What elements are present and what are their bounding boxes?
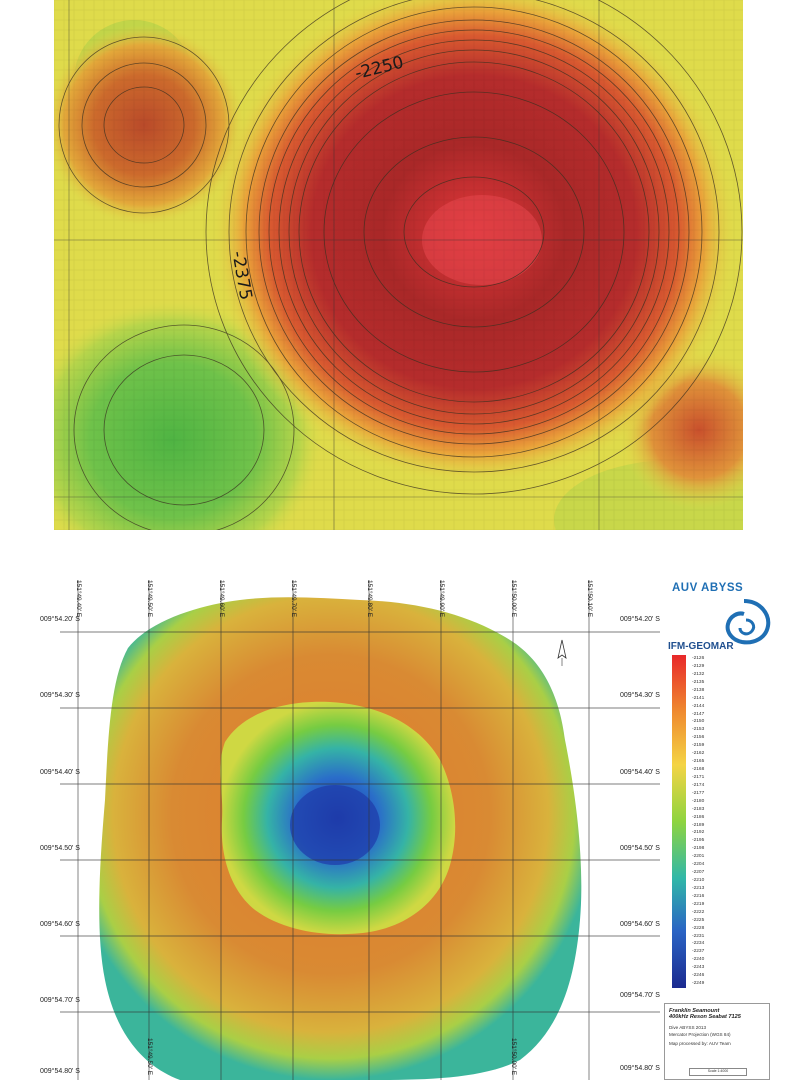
legend-tick-label: -2183 <box>692 806 705 812</box>
legend-tick-label: -2222 <box>692 909 705 915</box>
lat-label-right: 009°54.80' S <box>620 1065 660 1072</box>
bottom-bathymetry-map: 009°54.20' S 009°54.30' S 009°54.40' S 0… <box>0 560 800 1080</box>
lat-label-left: 009°54.60' S <box>40 921 80 928</box>
legend-tick-label: -2198 <box>692 846 705 852</box>
lon-label-top: 151°50.10' E <box>586 580 593 618</box>
legend-tick-label: -2168 <box>692 767 705 772</box>
lon-label-top: 151°50.00' E <box>510 580 517 618</box>
lon-label-top: 151°49.50' E <box>146 580 153 618</box>
info-subtitle: 400kHz Reson Seabat 7125 <box>669 1014 741 1020</box>
scale-bar: Scale 1:4000 <box>689 1068 747 1076</box>
lat-label-left: 009°54.30' S <box>40 692 80 699</box>
legend-tick-label: -2225 <box>692 917 705 923</box>
legend-tick-label: -2249 <box>692 981 705 987</box>
legend-tick-label: -2153 <box>692 727 705 733</box>
lat-label-left: 009°54.70' S <box>40 997 80 1004</box>
bottom-map-svg <box>60 580 660 1080</box>
lat-label-left: 009°54.80' S <box>40 1068 80 1075</box>
ifm-geomar-wordmark: IFM-GEOMAR <box>668 641 734 652</box>
legend-tick-label: -2246 <box>692 973 705 979</box>
legend-tick-label: -2213 <box>692 885 705 891</box>
grid-lines <box>54 0 743 530</box>
legend-tick-label: -2216 <box>692 893 705 899</box>
legend-tick-label: -2204 <box>692 862 705 868</box>
ifm-geomar-swirl-icon <box>725 599 771 645</box>
info-title: Franklin Seamount <box>669 1008 720 1014</box>
lat-label-right: 009°54.20' S <box>620 616 660 623</box>
north-arrow-icon <box>557 639 567 666</box>
legend-tick-label: -2228 <box>692 925 705 931</box>
legend-tick-label: -2144 <box>692 703 705 709</box>
legend-tick-label: -2147 <box>692 711 705 717</box>
auv-abyss-wordmark: AUV ABYSS <box>672 582 744 594</box>
lat-label-right: 009°54.50' S <box>620 845 660 852</box>
lat-label-right: 009°54.60' S <box>620 921 660 928</box>
legend-tick-label: -2231 <box>692 933 705 939</box>
legend-tick-label: -2177 <box>692 790 705 796</box>
lat-label-left: 009°54.40' S <box>40 769 80 776</box>
lat-label-left: 009°54.20' S <box>40 616 80 623</box>
legend-tick-label: -2129 <box>692 663 705 669</box>
legend-tick-label: -2150 <box>692 719 705 725</box>
auv-abyss-logo: AUV ABYSS <box>672 582 776 645</box>
legend-tick-label: -2186 <box>692 814 705 820</box>
legend-tick-label: -2243 <box>692 965 705 971</box>
lon-label-top: 151°49.60' E <box>218 580 225 618</box>
legend-tick-label: -2165 <box>692 759 705 765</box>
legend-tick-label: -2234 <box>692 941 705 947</box>
legend-tick-label: -2207 <box>692 870 705 876</box>
legend-tick-label: -2132 <box>692 671 705 677</box>
legend-tick-label: -2237 <box>692 949 705 955</box>
legend-tick-label: -2180 <box>692 798 705 804</box>
lat-label-right: 009°54.70' S <box>620 992 660 999</box>
legend-tick-label: -2141 <box>692 695 705 701</box>
info-line-projection: Mercator Projection (WGS 84) <box>669 1032 731 1037</box>
lon-label-top: 151°49.80' E <box>366 580 373 618</box>
top-map-svg: -2250 -2375 <box>54 0 743 530</box>
legend-tick-label: -2162 <box>692 751 705 757</box>
legend-tick-label: -2219 <box>692 901 705 907</box>
lat-label-right: 009°54.30' S <box>620 692 660 699</box>
lon-label-bottom: 151°49.50' E <box>146 1038 153 1076</box>
info-line-dive: Dive ABYSS 2013 <box>669 1025 707 1030</box>
legend-tick-label: -2174 <box>692 782 705 788</box>
legend-tick-label: -2159 <box>692 743 705 749</box>
legend-color-bar <box>672 655 686 988</box>
legend-tick-label: -2240 <box>692 957 705 963</box>
legend-tick-label: -2195 <box>692 838 705 844</box>
lat-label-left: 009°54.50' S <box>40 845 80 852</box>
lat-label-right: 009°54.40' S <box>620 769 660 776</box>
lon-label-bottom: 151°50.00' E <box>510 1038 517 1076</box>
lon-label-top: 151°49.40' E <box>75 580 82 618</box>
map-info-box: Franklin Seamount 400kHz Reson Seabat 71… <box>664 1003 770 1080</box>
bottom-grid-lines <box>60 580 660 1080</box>
legend-tick-label: -2126 <box>692 656 705 661</box>
info-line-processed: Map processed by: AUV Team <box>669 1041 731 1046</box>
lon-label-top: 151°49.70' E <box>290 580 297 618</box>
top-bathymetry-map: -2250 -2375 <box>54 0 743 530</box>
depth-legend: -2126 -2129 -2132 -2135 -2138 -2141 -2144 -2147… <box>672 655 752 990</box>
legend-tick-label: -2156 <box>692 735 705 741</box>
legend-tick-label: -2135 <box>692 679 705 685</box>
legend-tick-label: -2138 <box>692 687 705 693</box>
legend-tick-label: -2171 <box>692 774 705 780</box>
lon-label-top: 151°49.90' E <box>438 580 445 618</box>
legend-tick-label: -2192 <box>692 830 705 836</box>
legend-tick-label: -2201 <box>692 854 705 860</box>
legend-tick-label: -2189 <box>692 822 705 828</box>
legend-tick-label: -2210 <box>692 878 705 883</box>
